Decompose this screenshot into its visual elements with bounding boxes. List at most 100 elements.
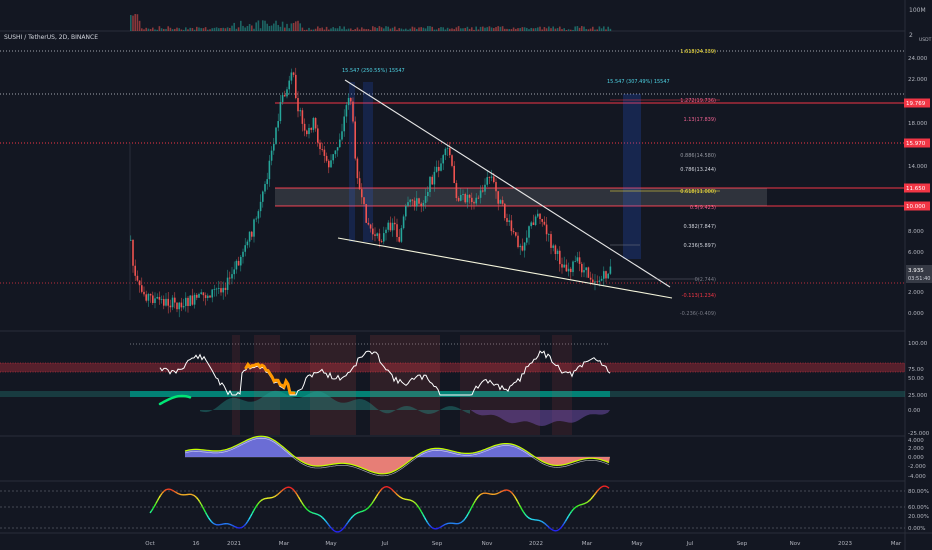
candle-body [275,127,277,144]
volume-bar [350,28,352,31]
osc1-tick-label: 75.00 [908,367,924,373]
fib-level-label: 0.618(11.000) [680,189,716,195]
candle-body [411,199,414,201]
candle-body [460,194,462,201]
candle-body [431,176,433,185]
volume-bar [510,29,513,31]
candle-body [504,203,506,219]
candle-body [420,203,422,206]
candle-body [187,297,189,306]
candle-body [141,285,143,292]
candle-body [567,268,570,272]
volume-bar [398,28,400,31]
volume-bar [138,20,141,31]
candle-body [479,190,482,198]
candle-body [312,117,315,130]
fib-level-label: 0.382(7.847) [683,224,716,230]
volume-bar [332,27,334,31]
candle-body [473,202,475,204]
time-tick-label: Jul [381,541,389,547]
volume-bar [253,28,255,31]
wedge-lower-trendline[interactable] [337,237,673,299]
candle-body [574,261,576,263]
candle-body [343,116,345,132]
volume-bar [262,20,264,31]
candle-body [317,128,319,143]
volume-bar [594,29,596,31]
volume-bar [570,29,572,31]
volume-bar [171,29,174,31]
osc3-tick-label: 80.00% [908,489,929,495]
volume-bar [246,26,249,31]
volume-bar [224,28,227,31]
candle-body [235,260,238,270]
volume-axis-label: 100M [909,7,926,14]
candle-body [435,166,438,172]
volume-bar [405,28,407,31]
candle-body [462,194,464,195]
oscillator-2-axis: 4.000 2.000 0.000 -2.000 -4.000 [908,438,926,480]
candle-body [468,194,471,198]
volume-bar [587,29,590,31]
volume-bar [240,20,242,31]
candle-body [277,121,279,128]
candle-body [268,160,271,180]
candle-body [138,280,141,286]
candle-body [354,121,356,159]
candle-body [594,281,596,283]
volume-bar [341,28,343,31]
candle-body [356,158,359,179]
volume-bar [409,28,411,31]
candle-body [147,294,150,301]
volume-bar [330,28,332,31]
volume-bar [385,26,387,31]
candle-body [409,199,411,203]
volume-bar [229,27,231,31]
volume-bar [383,28,385,31]
time-tick-label: Mar [582,541,593,547]
volume-bar [508,29,510,31]
volume-bar [288,28,290,31]
volume-bar [380,27,383,31]
candle-body [136,275,139,281]
wedge-upper-trendline[interactable] [344,79,671,288]
candle-body [396,224,398,237]
volume-bar [273,23,275,31]
volume-bar [605,29,607,31]
volume-bar [160,28,163,31]
candle-body [202,292,205,296]
candle-body [389,222,392,231]
candle-body [143,291,145,295]
measure-label: 15.547 (307.49%) 15547 [607,79,670,85]
price-tick-label: 0.000 [908,311,924,317]
volume-bar [444,29,447,31]
candle-body [270,150,273,161]
candle-body [286,89,288,97]
volume-bar [189,27,191,31]
volume-bar [149,29,152,31]
volume-bar [495,27,497,31]
candle-body [158,296,161,300]
candle-body [189,295,191,306]
volume-bar [248,24,251,31]
candle-body [163,299,165,306]
time-tick-label: May [631,541,643,547]
volume-bar [563,28,565,31]
candle-body [284,95,286,97]
candle-body [607,273,609,279]
candle-body [240,256,242,266]
price-tick-label: 22.000 [908,77,928,83]
volume-bar [548,26,550,31]
volume-bar [416,29,418,31]
price-tick-label: 24.000 [908,56,928,62]
volume-bar [231,25,233,31]
candle-body [182,305,185,308]
volume-bar [493,28,495,31]
candle-body [160,299,163,300]
candle-body [383,233,385,242]
candle-body [422,202,425,206]
volume-bar [257,20,260,31]
fib-level-label: 0(2.744) [695,277,716,283]
volume-bar [356,27,359,31]
